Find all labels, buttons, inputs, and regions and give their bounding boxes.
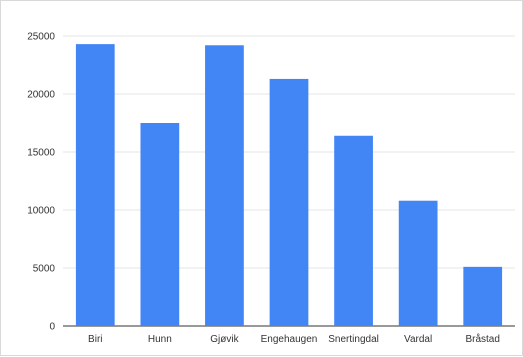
y-tick-label: 0	[49, 322, 55, 333]
bar-biri	[75, 44, 115, 327]
y-tick-label: 20000	[27, 90, 55, 101]
x-tick-label: Hunn	[148, 334, 172, 345]
bars	[75, 44, 503, 327]
y-tick-label: 10000	[27, 206, 55, 217]
x-axis-ticks: Biri Hunn Gjøvik Engehaugen Snertingdal Varda…	[88, 333, 500, 345]
x-tick-label: Engehaugen	[261, 334, 318, 345]
bar-hunn	[140, 123, 180, 326]
bar-snertingdal	[334, 135, 373, 326]
x-tick-label: Snertingdal	[328, 334, 379, 345]
bar-engehaugen	[269, 78, 309, 326]
x-tick-label: Biri	[88, 334, 102, 345]
y-tick-label: 5000	[33, 264, 56, 275]
bar-gjøvik	[205, 45, 244, 326]
x-tick-label: Vardal	[404, 334, 432, 345]
y-tick-label: 15000	[27, 148, 55, 159]
y-axis-ticks: 0 5000 10000 15000 20000 25000	[27, 32, 55, 333]
x-tick-label: Bråstad	[465, 333, 499, 345]
y-tick-label: 25000	[27, 32, 55, 43]
x-tick-label: Gjøvik	[210, 334, 239, 345]
bar-bråstad	[463, 266, 503, 326]
bar-vardal	[398, 200, 438, 326]
